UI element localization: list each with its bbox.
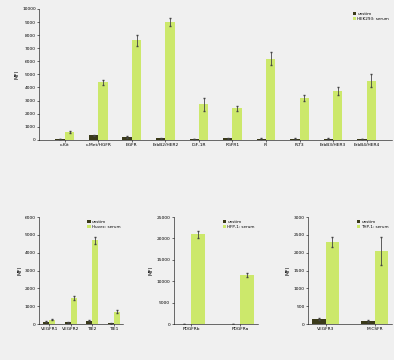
Bar	[65, 322, 71, 324]
Bar	[132, 40, 141, 140]
Bar	[49, 320, 55, 324]
Bar	[156, 139, 165, 140]
Bar	[86, 321, 92, 324]
Y-axis label: MFI: MFI	[15, 70, 19, 79]
Bar	[361, 321, 375, 324]
Bar	[199, 104, 208, 140]
Bar	[123, 137, 132, 140]
Legend: unstim, THP-1: serum: unstim, THP-1: serum	[356, 219, 390, 230]
Bar	[56, 139, 65, 140]
Bar	[43, 322, 49, 324]
Bar	[312, 319, 325, 324]
Bar	[232, 108, 242, 140]
Bar	[266, 59, 275, 140]
Bar	[89, 135, 98, 140]
Bar	[240, 275, 254, 324]
Y-axis label: MFI: MFI	[286, 266, 291, 275]
Bar	[290, 139, 299, 140]
Y-axis label: MFI: MFI	[17, 266, 22, 275]
Y-axis label: MFI: MFI	[149, 266, 154, 275]
Bar	[113, 311, 119, 324]
Bar	[65, 132, 74, 140]
Bar	[223, 139, 232, 140]
Bar	[92, 240, 98, 324]
Bar	[71, 298, 77, 324]
Legend: unstim, Huvec: serum: unstim, Huvec: serum	[86, 219, 121, 230]
Bar	[357, 139, 366, 140]
Bar	[98, 82, 108, 140]
Bar	[191, 234, 205, 324]
Bar	[256, 139, 266, 140]
Legend: unstim, HEK293: serum: unstim, HEK293: serum	[352, 11, 390, 22]
Bar	[324, 139, 333, 140]
Bar	[165, 22, 175, 140]
Bar	[333, 91, 342, 140]
Bar	[299, 98, 309, 140]
Legend: unstim, HFP-1: serum: unstim, HFP-1: serum	[222, 219, 256, 230]
Bar	[190, 139, 199, 140]
Bar	[366, 81, 376, 140]
Bar	[325, 242, 339, 324]
Bar	[375, 251, 388, 324]
